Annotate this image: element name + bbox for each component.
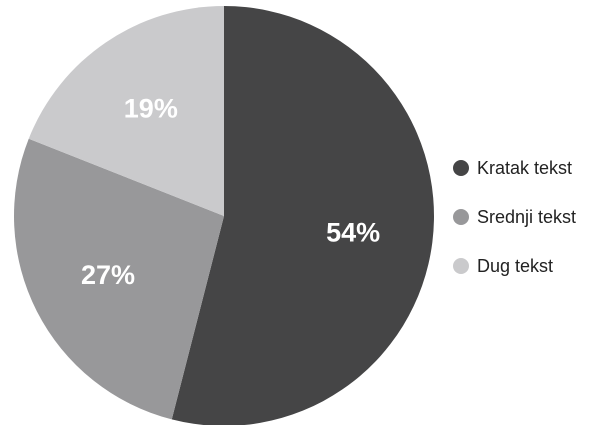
pie-slice-kratak-tekst [171, 6, 434, 425]
legend-swatch-kratak-tekst [453, 160, 469, 176]
legend-swatch-srednji-tekst [453, 209, 469, 225]
slice-label-kratak-tekst: 54% [326, 217, 380, 247]
legend-item-kratak-tekst: Kratak tekst [453, 156, 598, 180]
legend-item-dug-tekst: Dug tekst [453, 254, 598, 278]
legend-swatch-dug-tekst [453, 258, 469, 274]
legend-label-srednji-tekst: Srednji tekst [477, 206, 577, 227]
legend-item-srednji-tekst: Srednji tekst [453, 205, 598, 229]
chart-legend: Kratak tekst Srednji tekst Dug tekst [453, 156, 598, 303]
legend-label-dug-tekst: Dug tekst [477, 255, 554, 276]
legend-label-kratak-tekst: Kratak tekst [477, 157, 573, 178]
pie-slice-dug-tekst [28, 6, 225, 216]
pie-slice-srednji-tekst [14, 138, 225, 420]
slice-label-srednji-tekst: 27% [81, 260, 135, 290]
pie-chart-plot: 54% 27% 19% [14, 6, 434, 425]
slice-label-dug-tekst: 19% [124, 93, 178, 123]
